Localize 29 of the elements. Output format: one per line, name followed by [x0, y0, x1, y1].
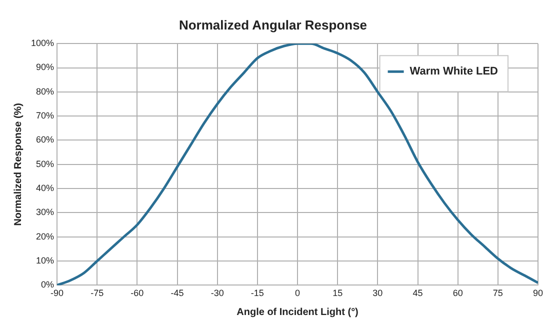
- x-tick-label: 15: [332, 288, 343, 298]
- y-tick-label: 70%: [36, 110, 54, 121]
- y-tick-label: 60%: [36, 134, 54, 145]
- x-tick-label: 90: [532, 288, 544, 298]
- y-tick-label: 80%: [36, 86, 54, 96]
- y-tick-label: 10%: [36, 256, 54, 266]
- line-series: [57, 44, 538, 286]
- x-tick-label: 45: [412, 288, 423, 298]
- x-tick-label: 0: [295, 288, 300, 298]
- x-tick-label: -15: [250, 288, 264, 298]
- y-tick-label: 100%: [30, 38, 54, 48]
- y-tick-label: 50%: [36, 158, 54, 169]
- x-axis-title: Angle of Incident Light (°): [236, 306, 358, 318]
- x-tick-label: 75: [492, 288, 503, 298]
- x-tick-label: -90: [50, 288, 64, 298]
- x-tick-label: 30: [372, 288, 383, 298]
- chart-title: Normalized Angular Response: [178, 17, 368, 32]
- y-axis-title: Normalized Response (%): [12, 102, 24, 226]
- y-tick-label: 20%: [36, 231, 54, 242]
- y-tick-label: 90%: [36, 62, 54, 72]
- x-tick-label: -30: [210, 288, 224, 298]
- x-tick-label: -75: [90, 288, 104, 298]
- y-tick-label: 40%: [36, 183, 54, 194]
- legend-label: Warm White LED: [410, 66, 498, 78]
- x-tick-label: -45: [170, 288, 184, 298]
- x-tick-label: 60: [452, 288, 463, 298]
- y-tick-label: 30%: [36, 207, 54, 218]
- y-tick-label: 0%: [41, 280, 54, 290]
- x-tick-label: -60: [130, 288, 144, 298]
